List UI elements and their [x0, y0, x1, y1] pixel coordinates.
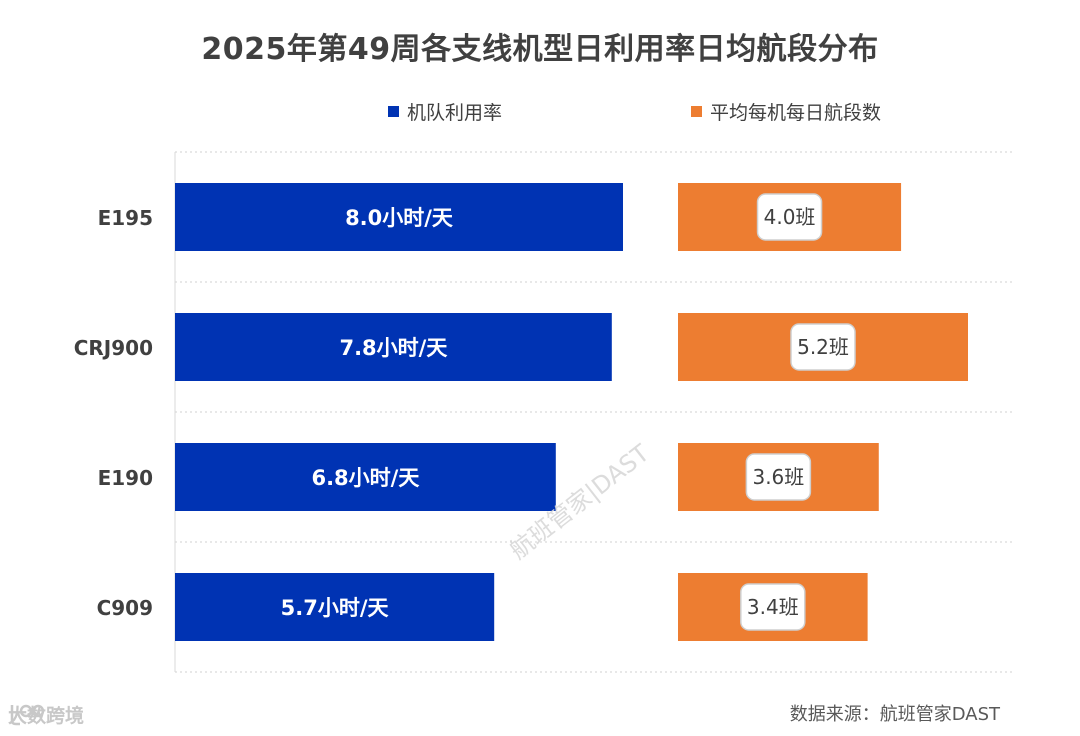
data-source: 数据来源：航班管家DAST [790, 700, 1000, 726]
segments-value-box [790, 323, 856, 371]
brand-logo-icon [10, 704, 45, 726]
legend-item-segments: 平均每机每日航段数 [691, 98, 881, 125]
brand-logo: 大数跨境 [8, 701, 84, 728]
segments-value-label: 3.6班 [752, 465, 804, 489]
category-label: CRJ900 [74, 336, 153, 360]
category-label: E195 [98, 206, 153, 230]
legend-label-utilization: 机队利用率 [407, 102, 503, 124]
utilization-value-label: 6.8小时/天 [311, 466, 420, 490]
legend-label-segments: 平均每机每日航段数 [710, 102, 882, 124]
category-label: C909 [97, 596, 153, 620]
category-label: E190 [98, 466, 153, 490]
segments-value-box [756, 193, 823, 241]
utilization-bar [175, 443, 556, 511]
chart-title: 2025年第49周各支线机型日利用率日均航段分布 [201, 32, 879, 67]
segments-value-label: 3.4班 [747, 595, 799, 619]
brand-logo-text: 大数跨境 [8, 705, 85, 727]
utilization-bar [175, 573, 495, 641]
legend-swatch-segments [691, 106, 702, 117]
data-source-name: 航班管家DAST [879, 704, 1000, 725]
utilization-value-label: 8.0小时/天 [345, 206, 454, 230]
segments-value-box [740, 583, 806, 631]
legend-swatch-utilization [388, 106, 399, 117]
segments-value-label: 5.2班 [797, 335, 849, 359]
segments-value-box [745, 453, 812, 501]
segments-value-label: 4.0班 [764, 205, 816, 229]
utilization-value-label: 5.7小时/天 [281, 596, 390, 620]
utilization-bar [175, 313, 612, 381]
utilization-bar [175, 183, 623, 251]
utilization-value-label: 7.8小时/天 [339, 336, 448, 360]
legend-item-utilization: 机队利用率 [388, 98, 502, 125]
data-source-prefix: 数据来源： [789, 704, 880, 725]
